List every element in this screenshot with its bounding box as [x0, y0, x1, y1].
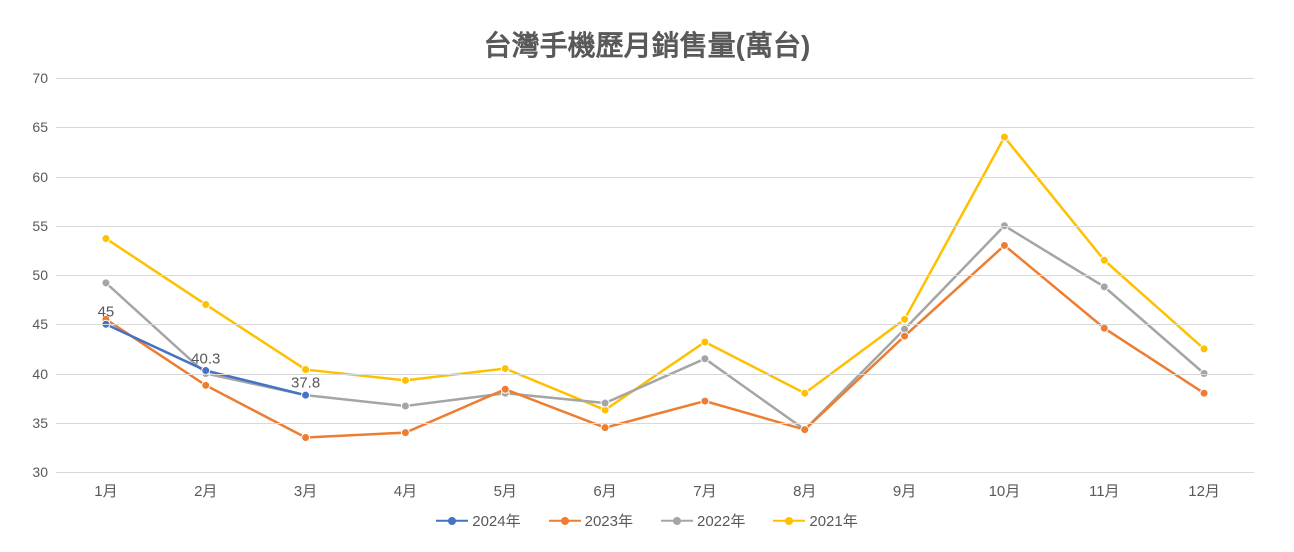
- grid-line: [56, 226, 1254, 227]
- x-axis-label: 7月: [693, 480, 716, 501]
- x-axis-label: 10月: [989, 480, 1021, 501]
- series-marker: [1100, 324, 1108, 332]
- legend: 2024年 2023年 2022年 2021年: [0, 510, 1294, 533]
- chart-container: 台灣手機歷月銷售量(萬台) 3035404550556065701月2月3月4月…: [0, 0, 1294, 552]
- plot-area: 3035404550556065701月2月3月4月5月6月7月8月9月10月1…: [56, 78, 1254, 472]
- y-axis-label: 35: [32, 415, 48, 431]
- legend-label: 2024年: [472, 510, 520, 531]
- series-marker: [801, 426, 809, 434]
- y-axis-label: 65: [32, 119, 48, 135]
- x-axis-label: 2月: [194, 480, 217, 501]
- legend-label: 2022年: [697, 510, 745, 531]
- y-axis-label: 45: [32, 316, 48, 332]
- chart-title: 台灣手機歷月銷售量(萬台): [0, 24, 1294, 64]
- series-marker: [302, 434, 310, 442]
- series-marker: [1000, 133, 1008, 141]
- series-marker: [302, 366, 310, 374]
- grid-line: [56, 78, 1254, 79]
- y-axis-label: 50: [32, 267, 48, 283]
- series-marker: [401, 402, 409, 410]
- legend-swatch: [549, 514, 581, 528]
- series-marker: [901, 332, 909, 340]
- series-marker: [801, 389, 809, 397]
- legend-label: 2021年: [809, 510, 857, 531]
- grid-line: [56, 423, 1254, 424]
- legend-swatch: [661, 514, 693, 528]
- series-line: [106, 226, 1204, 430]
- y-axis-label: 60: [32, 169, 48, 185]
- y-axis-label: 40: [32, 366, 48, 382]
- legend-swatch: [773, 514, 805, 528]
- x-axis-label: 12月: [1188, 480, 1220, 501]
- series-marker: [401, 429, 409, 437]
- series-marker: [901, 315, 909, 323]
- x-axis-label: 4月: [394, 480, 417, 501]
- x-axis-label: 9月: [893, 480, 916, 501]
- series-marker: [102, 235, 110, 243]
- series-marker: [102, 279, 110, 287]
- x-axis-label: 11月: [1089, 480, 1120, 501]
- series-marker: [1100, 283, 1108, 291]
- x-axis-label: 5月: [494, 480, 517, 501]
- x-axis-label: 3月: [294, 480, 317, 501]
- grid-line: [56, 324, 1254, 325]
- series-marker: [601, 399, 609, 407]
- series-marker: [501, 385, 509, 393]
- y-axis-label: 30: [32, 464, 48, 480]
- grid-line: [56, 275, 1254, 276]
- series-marker: [1000, 241, 1008, 249]
- series-marker: [1200, 389, 1208, 397]
- series-marker: [202, 381, 210, 389]
- series-marker: [401, 376, 409, 384]
- legend-item: 2021年: [773, 510, 857, 531]
- grid-line: [56, 472, 1254, 473]
- series-marker: [701, 397, 709, 405]
- series-marker: [601, 424, 609, 432]
- legend-item: 2022年: [661, 510, 745, 531]
- grid-line: [56, 127, 1254, 128]
- y-axis-label: 55: [32, 218, 48, 234]
- series-marker: [701, 355, 709, 363]
- series-marker: [1200, 345, 1208, 353]
- series-marker: [302, 391, 310, 399]
- legend-item: 2023年: [549, 510, 633, 531]
- series-marker: [501, 365, 509, 373]
- series-marker: [701, 338, 709, 346]
- legend-label: 2023年: [585, 510, 633, 531]
- y-axis-label: 70: [32, 70, 48, 86]
- legend-swatch: [436, 514, 468, 528]
- x-axis-label: 8月: [793, 480, 816, 501]
- series-marker: [1100, 256, 1108, 264]
- legend-item: 2024年: [436, 510, 520, 531]
- grid-line: [56, 177, 1254, 178]
- grid-line: [56, 374, 1254, 375]
- series-marker: [202, 301, 210, 309]
- x-axis-label: 1月: [94, 480, 117, 501]
- x-axis-label: 6月: [593, 480, 616, 501]
